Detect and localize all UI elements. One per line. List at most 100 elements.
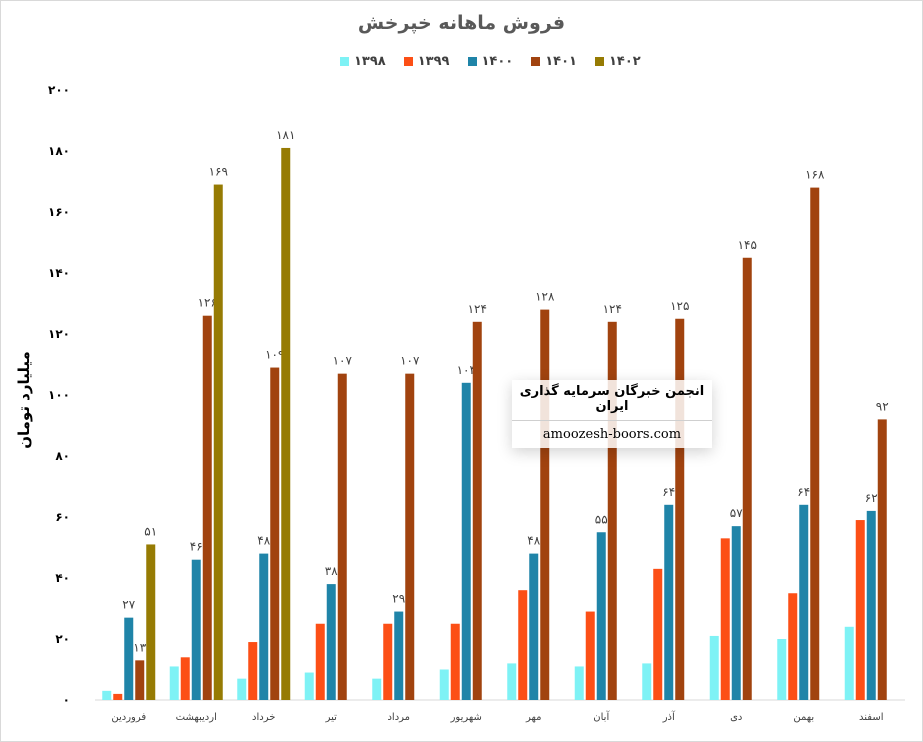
bar-2-10 [799,504,809,700]
data-label: ۵۵ [595,512,608,526]
bar-2-9 [731,526,741,700]
data-label: ۱۶۸ [805,168,825,182]
bar-3-4 [405,373,415,700]
legend-label-1400: ۱۴۰۰ [481,54,514,69]
bar-3-3 [337,373,347,700]
bar-4-0 [146,544,156,700]
data-label: ۱۲۸ [535,290,555,304]
bar-4-2 [281,147,291,700]
data-label: ۱۳ [133,640,146,654]
x-category-label: مهر [525,712,541,723]
x-category-label: بهمن [793,712,814,723]
bar-1-3 [315,623,325,700]
data-label: ۱۰۷ [400,354,420,368]
bar-2-1 [191,559,201,700]
bar-0-3 [304,672,314,700]
legend-swatch-1400 [467,57,477,66]
y-tick-label: ۴۰ [55,571,70,585]
x-category-label: آبان [593,710,610,723]
legend-label-1401: ۱۴۰۱ [545,54,577,69]
bar-2-5 [461,382,471,700]
bar-0-5 [439,669,449,700]
bar-2-2 [259,553,269,700]
y-tick-label: ۱۴۰ [48,266,70,280]
x-category-label: اردیبهشت [176,712,217,723]
data-label: ۱۰۷ [333,354,353,368]
y-tick-label: ۱۸۰ [48,144,70,158]
watermark: انجمن خبرگان سرمایه گذاری ایران amoozesh… [512,380,712,448]
bar-3-9 [742,257,752,700]
legend-label-1398: ۱۳۹۸ [354,54,386,69]
bar-0-4 [372,678,382,700]
bar-0-0 [102,690,112,700]
bar-2-6 [529,553,539,700]
bar-3-10 [810,187,820,701]
x-category-label: شهریور [450,712,482,723]
data-label: ۴۸ [257,534,270,548]
bar-0-11 [844,626,854,700]
x-category-label: آذر [662,710,676,723]
bar-1-4 [383,623,393,700]
data-label: ۱۲۵ [670,299,689,313]
y-tick-label: ۸۰ [55,449,70,463]
y-tick-label: ۲۰۰ [48,83,70,97]
bar-3-6 [540,309,550,700]
bar-2-3 [326,584,336,700]
data-label: ۱۲۴ [468,302,487,316]
data-label: ۲۹ [392,592,405,606]
legend-item-1399: ۱۳۹۹ [403,54,450,69]
legend-label-1399: ۱۳۹۹ [417,54,450,69]
data-label: ۲۷ [122,598,135,612]
data-label: ۴۸ [527,534,540,548]
bar-2-8 [664,504,674,700]
bar-2-7 [596,532,606,700]
data-label: ۶۲ [865,491,878,505]
bar-2-4 [394,611,404,700]
bar-3-2 [270,367,280,700]
x-category-label: اسفند [859,712,883,723]
bar-1-2 [248,642,258,700]
bar-1-6 [518,590,528,700]
data-label: ۱۴۵ [738,238,757,252]
bar-2-0 [124,617,134,700]
x-category-label: فروردین [111,712,146,723]
legend-swatch-1402 [595,57,604,66]
bar-3-7 [607,321,617,700]
y-tick-label: ۰ [63,693,70,707]
x-category-label: دی [730,712,742,723]
bar-1-1 [180,657,190,700]
bar-3-8 [675,318,685,700]
bar-0-1 [169,666,179,700]
x-category-label: مرداد [387,712,410,723]
bar-0-10 [777,639,787,700]
x-category-label: خرداد [252,712,275,723]
legend-item-1398: ۱۳۹۸ [340,54,386,69]
bar-3-11 [877,419,887,700]
bar-3-0 [135,660,145,700]
bar-4-1 [213,184,223,701]
legend-swatch-1401 [531,57,541,66]
bar-0-9 [709,635,719,700]
chart-title: فروش ماهانه خپرخش [357,12,566,34]
data-label: ۶۴ [797,485,810,499]
legend-swatch-1398 [340,57,349,66]
y-tick-label: ۲۰ [55,632,70,646]
data-label: ۴۶ [190,540,203,554]
y-tick-label: ۱۰۰ [48,388,70,402]
bar-1-7 [585,611,595,700]
bar-1-9 [720,538,730,700]
watermark-url: amoozesh-boors.com [542,427,682,442]
data-label: ۱۰۹ [265,348,284,362]
bar-0-8 [642,663,652,700]
data-label: ۵۱ [144,524,157,538]
bar-3-5 [472,321,482,700]
data-label: ۱۸۱ [276,128,295,142]
legend-item-1402: ۱۴۰۲ [595,54,641,69]
bar-0-6 [507,663,517,700]
data-label: ۱۲۶ [198,296,217,310]
bar-3-1 [202,315,212,700]
y-tick-label: ۱۲۰ [48,327,70,341]
bar-1-10 [788,593,798,700]
legend-item-1400: ۱۴۰۰ [467,54,514,69]
